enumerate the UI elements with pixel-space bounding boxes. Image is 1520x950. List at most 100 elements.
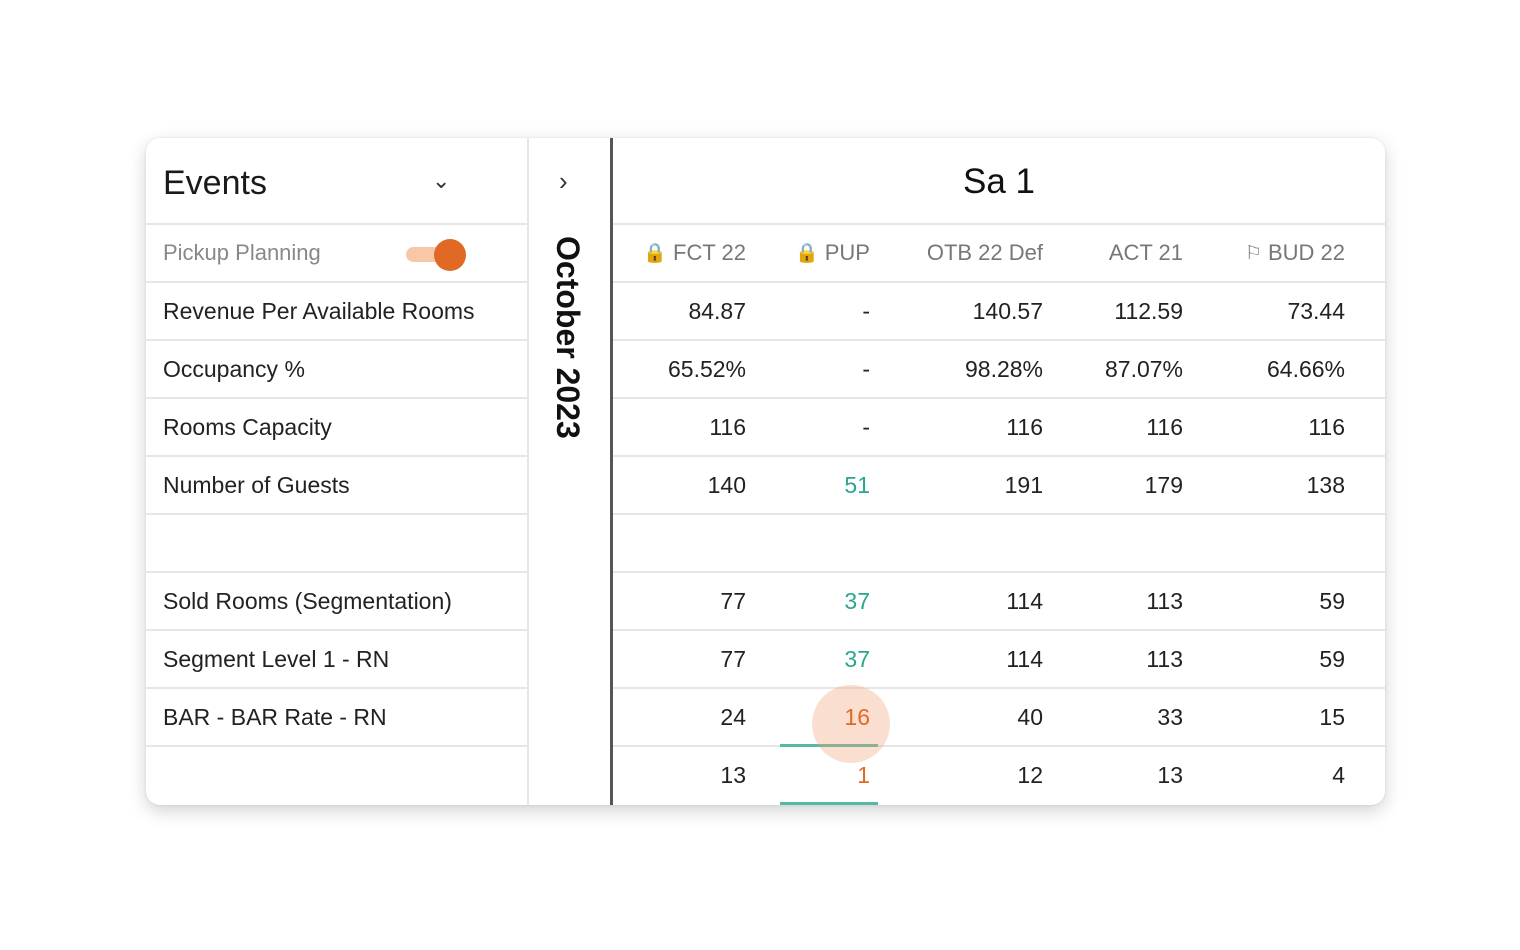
row-label: Revenue Per Available Rooms — [146, 283, 527, 341]
cell-value: 116 — [709, 413, 746, 440]
table-cell[interactable]: 33 — [1057, 689, 1197, 745]
row-label: Sold Rooms (Segmentation) — [146, 573, 527, 631]
table-cell[interactable]: 113 — [1057, 631, 1197, 687]
cell-value: 73.44 — [1287, 297, 1345, 324]
cell-value: - — [862, 355, 870, 382]
table-cell[interactable]: 13 — [1057, 747, 1197, 803]
cell-value: 114 — [1006, 587, 1043, 614]
table-cell[interactable]: 179 — [1057, 457, 1197, 513]
table-cell[interactable]: 140 — [613, 457, 760, 513]
cell-value: 59 — [1319, 587, 1345, 614]
day-data-panel: Sa 1 🔒 FCT 22 🔒 PUP OTB 22 Def ACT 21 ⚐ BUD 22 … — [613, 138, 1385, 805]
table-cell[interactable]: 113 — [1057, 573, 1197, 629]
lock-icon: 🔒 — [795, 243, 819, 264]
chevron-down-icon[interactable]: ⌄ — [432, 168, 451, 193]
cell-value: 59 — [1319, 645, 1345, 672]
table-cell[interactable]: 59 — [1197, 631, 1359, 687]
table-cell[interactable] — [1197, 515, 1359, 571]
table-cell[interactable]: 140.57 — [884, 283, 1057, 339]
month-divider — [610, 138, 613, 805]
cell-value: 116 — [1006, 413, 1043, 440]
table-cell[interactable]: - — [760, 341, 884, 397]
table-cell[interactable]: 191 — [884, 457, 1057, 513]
table-cell[interactable]: 87.07% — [1057, 341, 1197, 397]
table-cell[interactable]: 40 — [884, 689, 1057, 745]
table-cell[interactable]: 77 — [613, 631, 760, 687]
row-label — [146, 747, 527, 803]
cell-value: 24 — [720, 703, 746, 730]
table-row: 24 16 40 33 15 — [613, 685, 1385, 763]
table-cell[interactable]: 4 — [1197, 747, 1359, 803]
column-header-label: FCT 22 — [673, 240, 746, 265]
table-cell[interactable]: 51 — [760, 457, 884, 513]
table-cell[interactable]: 77 — [613, 573, 760, 629]
table-cell[interactable]: 116 — [1057, 399, 1197, 455]
table-cell[interactable]: 16 — [760, 685, 890, 763]
column-header[interactable]: OTB 22 Def — [884, 225, 1057, 281]
table-cell[interactable]: 116 — [884, 399, 1057, 455]
column-header[interactable]: 🔒 FCT 22 — [613, 225, 760, 281]
row-label — [146, 515, 527, 573]
cell-value: 179 — [1144, 471, 1183, 498]
table-cell[interactable]: 24 — [613, 689, 760, 745]
month-column: › October 2023 — [529, 138, 610, 805]
table-cell[interactable]: - — [760, 283, 884, 339]
column-headers: 🔒 FCT 22 🔒 PUP OTB 22 Def ACT 21 ⚐ BUD 22 — [613, 225, 1385, 283]
table-cell[interactable]: 138 — [1197, 457, 1359, 513]
table-cell[interactable]: 114 — [884, 631, 1057, 687]
table-row: 84.87 - 140.57 112.59 73.44 — [613, 283, 1385, 341]
table-row — [613, 515, 1385, 573]
cell-value: 37 — [844, 645, 870, 672]
table-row: 77 37 114 113 59 — [613, 631, 1385, 689]
table-cell[interactable]: 59 — [1197, 573, 1359, 629]
cell-value: 4 — [1332, 761, 1345, 788]
table-cell[interactable] — [760, 515, 884, 571]
column-header[interactable]: 🔒 PUP — [760, 225, 884, 281]
table-row: 65.52% - 98.28% 87.07% 64.66% — [613, 341, 1385, 399]
table-cell[interactable]: 84.87 — [613, 283, 760, 339]
table-cell[interactable]: 112.59 — [1057, 283, 1197, 339]
day-label: Sa 1 — [963, 162, 1035, 201]
pickup-planning-row: Pickup Planning — [146, 225, 527, 283]
pickup-underline — [780, 802, 878, 805]
table-cell[interactable]: 98.28% — [884, 341, 1057, 397]
row-label: BAR - BAR Rate - RN — [146, 689, 527, 747]
cell-value: - — [862, 297, 870, 324]
month-label: October 2023 — [550, 236, 586, 439]
table-cell[interactable]: 64.66% — [1197, 341, 1359, 397]
table-cell[interactable]: 65.52% — [613, 341, 760, 397]
cell-value: 65.52% — [667, 355, 746, 382]
table-cell[interactable]: 116 — [613, 399, 760, 455]
table-cell[interactable]: 1 — [760, 747, 884, 805]
lock-icon: 🔒 — [643, 243, 668, 264]
cell-value: - — [862, 413, 870, 440]
table-cell[interactable]: - — [760, 399, 884, 455]
table-cell[interactable] — [884, 515, 1057, 571]
table-cell[interactable]: 116 — [1197, 399, 1359, 455]
table-cell[interactable]: 37 — [760, 631, 884, 687]
column-header[interactable]: ⚐ BUD 22 — [1197, 225, 1359, 281]
cell-value: 13 — [1157, 761, 1183, 788]
cell-value: 77 — [720, 645, 746, 672]
table-cell[interactable]: 37 — [760, 573, 884, 629]
table-row: 13 1 12 13 4 — [613, 747, 1385, 805]
table-cell[interactable]: 12 — [884, 747, 1057, 803]
cell-value: 114 — [1006, 645, 1043, 672]
cell-value: 16 — [844, 703, 870, 730]
table-cell[interactable] — [613, 515, 760, 571]
column-header-label: BUD 22 — [1267, 240, 1345, 265]
table-cell[interactable] — [1057, 515, 1197, 571]
cell-value: 138 — [1306, 471, 1345, 498]
table-cell[interactable]: 13 — [613, 747, 760, 803]
pickup-planning-toggle[interactable] — [406, 239, 468, 271]
cell-value: 113 — [1146, 587, 1183, 614]
table-cell[interactable]: 15 — [1197, 689, 1359, 745]
cell-value: 140 — [707, 471, 746, 498]
row-label: Number of Guests — [146, 457, 527, 515]
column-header[interactable]: ACT 21 — [1057, 225, 1197, 281]
table-cell[interactable]: 73.44 — [1197, 283, 1359, 339]
table-cell[interactable]: 114 — [884, 573, 1057, 629]
chevron-right-icon[interactable]: › — [559, 166, 568, 196]
cell-value: 116 — [1308, 413, 1345, 440]
cell-value: 84.87 — [688, 297, 746, 324]
